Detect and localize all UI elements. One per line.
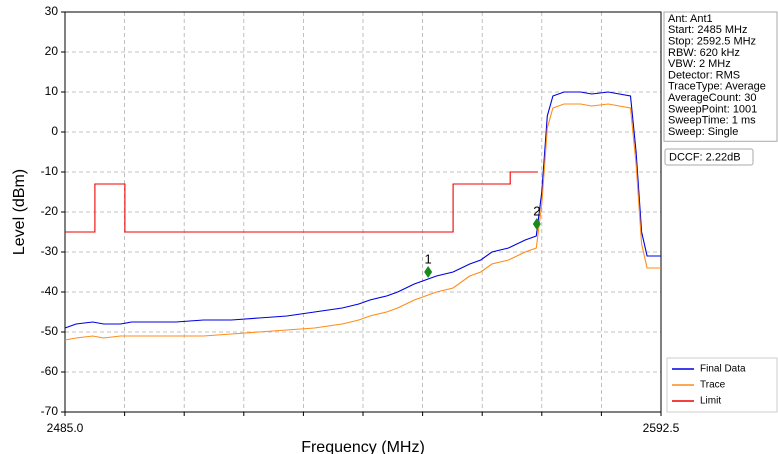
y-tick-label: -70 — [41, 404, 59, 418]
marker — [532, 218, 541, 230]
info-panel — [663, 11, 778, 142]
dccf-box — [664, 148, 754, 166]
x-axis-label: Frequency (MHz) — [301, 439, 425, 454]
y-tick-label: 0 — [51, 124, 58, 138]
y-tick-label: -60 — [41, 364, 59, 378]
y-tick-label: 10 — [45, 84, 59, 98]
info-line: Detector: RMS — [668, 69, 740, 81]
series-line — [65, 171, 538, 233]
y-tick-label: -40 — [41, 284, 59, 298]
info-line: VBW: 2 MHz — [668, 58, 731, 70]
y-tick-label: 30 — [45, 4, 59, 18]
y-tick-label: -50 — [41, 324, 59, 338]
legend-label: Limit — [700, 396, 721, 407]
y-tick-label: 20 — [45, 44, 59, 58]
x-tick-label: 2592.5 — [643, 421, 680, 435]
x-tick-label: 2485.0 — [47, 421, 84, 435]
legend-label: Final Data — [700, 364, 746, 375]
series-line — [64, 103, 661, 341]
info-line: TraceType: Average — [668, 81, 766, 93]
info-line: AverageCount: 30 — [668, 92, 756, 104]
info-line: Stop: 2592.5 MHz — [668, 36, 756, 48]
y-tick-label: -30 — [41, 244, 59, 258]
info-line: Start: 2485 MHz — [668, 24, 747, 36]
legend-label: Trace — [700, 380, 726, 391]
info-line: Ant: Ant1 — [668, 13, 713, 25]
info-line: Sweep: Single — [668, 126, 738, 138]
info-line: SweepTime: 1 ms — [668, 115, 756, 127]
marker — [424, 266, 433, 278]
series-line — [64, 91, 661, 329]
info-line: RBW: 620 kHz — [668, 47, 740, 59]
dccf-label: DCCF: 2.22dB — [669, 151, 741, 163]
marker-label: 2 — [533, 203, 540, 218]
y-axis-label: Level (dBm) — [11, 169, 28, 255]
info-line: SweepPoint: 1001 — [668, 103, 757, 115]
marker-label: 1 — [425, 251, 432, 266]
y-tick-label: -10 — [41, 164, 59, 178]
plot-frame — [64, 11, 662, 413]
y-tick-label: -20 — [41, 204, 59, 218]
